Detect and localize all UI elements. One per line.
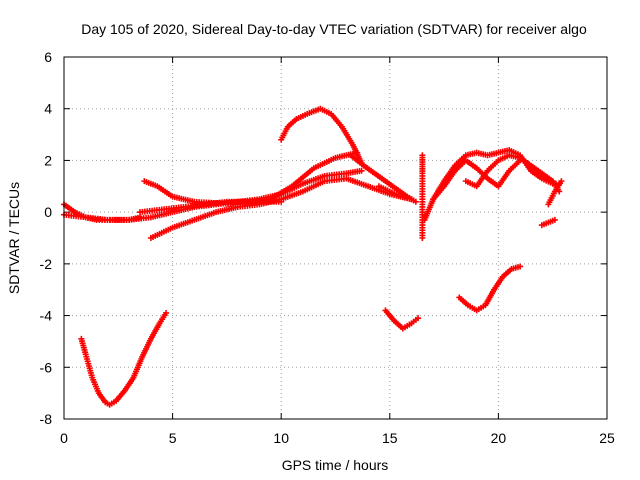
y-tick-label: -6 [40, 359, 53, 375]
series-arc-10 [382, 307, 422, 332]
grid-lines [63, 56, 608, 420]
data-point [419, 152, 426, 159]
y-tick-label: -4 [40, 308, 53, 324]
series-arc-5 [147, 175, 415, 241]
x-tick-label: 0 [60, 430, 68, 446]
data-point [408, 196, 415, 203]
y-tick-label: -2 [40, 256, 53, 272]
chart-title: Day 105 of 2020, Sidereal Day-to-day VTE… [81, 21, 587, 37]
y-tick-label: 2 [44, 152, 52, 168]
series-arc-4 [61, 167, 365, 223]
y-tick-label: 4 [44, 101, 52, 117]
x-tick-label: 20 [491, 430, 507, 446]
x-tick-label: 5 [169, 430, 177, 446]
x-tick-label: 15 [382, 430, 398, 446]
data-point [412, 198, 419, 205]
series-arc-9 [375, 183, 415, 203]
x-tick-label: 10 [273, 430, 289, 446]
data-point [358, 167, 365, 174]
data-point [163, 309, 170, 316]
data-points [61, 105, 565, 408]
series-arc-14 [462, 152, 563, 195]
y-tick-label: 6 [44, 49, 52, 65]
y-tick-label: -8 [40, 411, 53, 427]
x-tick-labels: 0 5 10 15 20 25 [60, 430, 615, 446]
data-point [558, 178, 565, 185]
series-arc-13 [430, 157, 524, 203]
y-axis-label: SDTVAR / TECUs [6, 182, 22, 294]
x-axis-label: GPS time / hours [282, 457, 389, 473]
series-arc-15 [456, 263, 524, 314]
y-tick-label: 0 [44, 204, 52, 220]
data-point [415, 315, 422, 322]
series-arc-8 [347, 152, 419, 205]
series-arc-17 [545, 178, 565, 208]
data-point [517, 263, 524, 270]
y-tick-labels: -8 -6 -4 -2 0 2 4 6 [40, 49, 53, 427]
series-arc-11 [419, 152, 426, 241]
x-tick-label: 25 [599, 430, 615, 446]
series-arc-16 [538, 216, 558, 229]
plot-frame [63, 56, 608, 420]
series-arc-2 [78, 309, 170, 408]
data-point [551, 216, 558, 223]
